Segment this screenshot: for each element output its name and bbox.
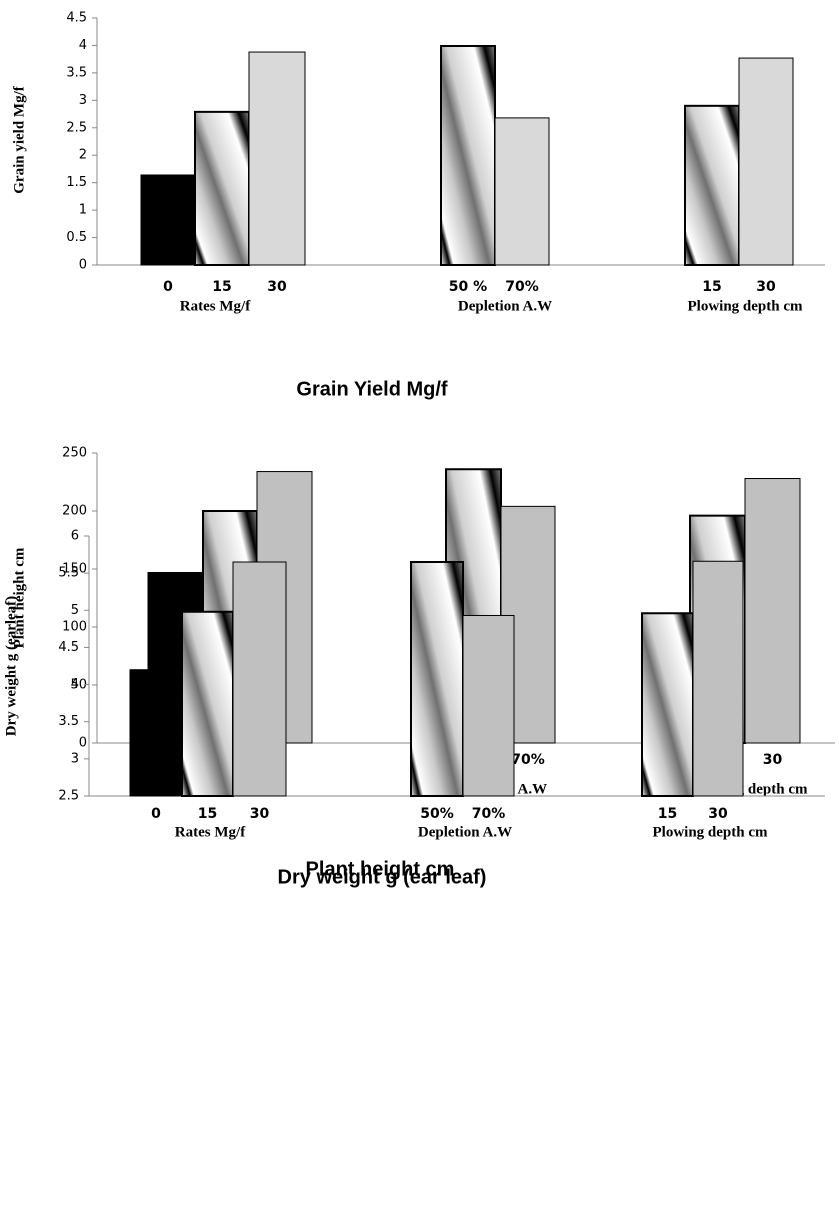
bar bbox=[248, 51, 306, 266]
chart-title: Plant height cm bbox=[306, 858, 455, 880]
category-label: 30 bbox=[763, 752, 783, 768]
chart-title: Dry weight g (ear leaf) bbox=[278, 866, 487, 888]
category-label: 30 bbox=[250, 806, 270, 822]
y-tick-label: 250 bbox=[62, 446, 87, 461]
bar bbox=[692, 560, 744, 797]
y-tick-label: 4 bbox=[79, 38, 87, 53]
y-tick-label: 3 bbox=[79, 93, 87, 108]
group-label: Depletion A.W bbox=[458, 298, 552, 314]
bar bbox=[129, 669, 183, 797]
y-tick-label: 3.5 bbox=[58, 714, 79, 729]
y-tick-label: 2.5 bbox=[58, 789, 79, 804]
category-label: 30 bbox=[708, 806, 728, 822]
category-label: 70% bbox=[511, 752, 545, 768]
y-tick-label: 1.5 bbox=[66, 175, 87, 190]
bar bbox=[462, 614, 515, 797]
group-label: Plowing depth cm bbox=[652, 824, 768, 840]
y-tick-label: 5 bbox=[71, 603, 79, 618]
y-tick-label: 3.5 bbox=[66, 65, 87, 80]
bar bbox=[440, 44, 496, 266]
group-label: Plowing depth cm bbox=[687, 298, 803, 314]
y-tick-label: 2 bbox=[79, 148, 87, 163]
category-label: 50 % bbox=[449, 279, 487, 295]
y-axis-label: Dry weight g (earleaf) bbox=[3, 596, 19, 736]
category-label: 70% bbox=[505, 279, 539, 295]
group-label: Rates Mg/f bbox=[175, 824, 246, 840]
bar bbox=[194, 110, 250, 266]
group-label: Depletion A.W bbox=[418, 824, 512, 840]
category-label: 15 bbox=[658, 806, 677, 822]
bar bbox=[744, 478, 801, 744]
y-tick-label: 4.5 bbox=[58, 640, 79, 655]
y-tick-label: 100 bbox=[62, 620, 87, 635]
category-label: 0 bbox=[163, 279, 173, 295]
y-axis-label: Grain yield Mg/f bbox=[11, 85, 27, 193]
category-label: 50% bbox=[420, 806, 454, 822]
category-label: 0 bbox=[151, 806, 161, 822]
category-label: 30 bbox=[267, 279, 287, 295]
y-tick-label: 6 bbox=[71, 529, 79, 544]
bar bbox=[410, 561, 464, 797]
bar bbox=[738, 57, 794, 266]
y-tick-label: 4.5 bbox=[66, 11, 87, 26]
y-tick-label: 5.5 bbox=[58, 566, 79, 581]
y-tick-label: 0 bbox=[79, 258, 87, 273]
y-tick-label: 1 bbox=[79, 203, 87, 218]
group-label: Rates Mg/f bbox=[180, 298, 251, 314]
y-tick-label: 50 bbox=[70, 678, 87, 693]
y-tick-label: 0.5 bbox=[66, 230, 87, 245]
bar bbox=[494, 117, 550, 266]
y-tick-label: 0 bbox=[79, 736, 87, 751]
y-tick-label: 200 bbox=[62, 504, 87, 519]
category-label: 15 bbox=[702, 279, 721, 295]
category-label: 30 bbox=[756, 279, 776, 295]
chart-title: Grain Yield Mg/f bbox=[296, 378, 447, 400]
bar bbox=[181, 610, 234, 797]
y-tick-label: 3 bbox=[71, 751, 79, 766]
category-label: 70% bbox=[472, 806, 506, 822]
y-axis-label: Plant height cm bbox=[11, 547, 27, 648]
y-tick-label: 150 bbox=[62, 562, 87, 577]
y-tick-label: 4 bbox=[71, 677, 79, 692]
category-label: 15 bbox=[212, 279, 231, 295]
bar bbox=[140, 174, 196, 266]
bar bbox=[641, 612, 694, 797]
bar bbox=[232, 561, 287, 797]
bar bbox=[684, 104, 740, 266]
category-label: 15 bbox=[198, 806, 217, 822]
y-tick-label: 2.5 bbox=[66, 120, 87, 135]
